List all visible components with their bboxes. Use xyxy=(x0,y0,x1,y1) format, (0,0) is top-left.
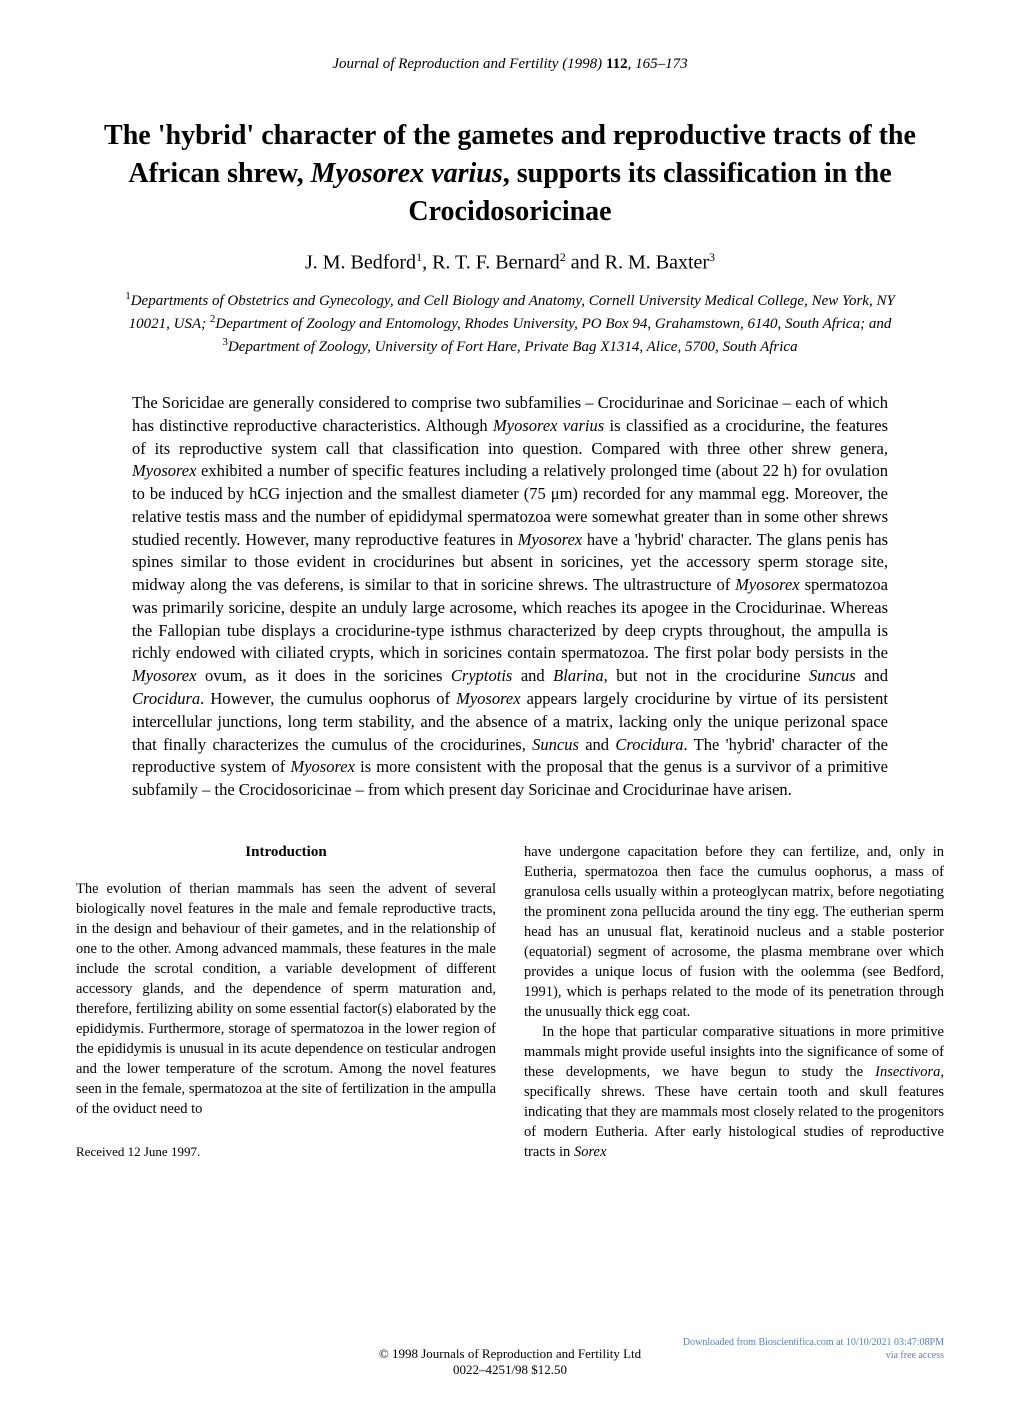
intro-paragraph-1: The evolution of therian mammals has see… xyxy=(76,879,496,1119)
abstract: The Soricidae are generally considered t… xyxy=(132,392,888,802)
journal-header: Journal of Reproduction and Fertility (1… xyxy=(76,56,944,73)
right-column: have undergone capacitation before they … xyxy=(524,842,944,1162)
aff-2: Department of Zoology and Entomology, Rh… xyxy=(215,316,891,332)
intro-paragraph-3: In the hope that particular comparative … xyxy=(524,1022,944,1162)
aff-3: Department of Zoology, University of For… xyxy=(228,339,798,355)
intro-paragraph-2: have undergone capacitation before they … xyxy=(524,842,944,1022)
affiliations: 1Departments of Obstetrics and Gynecolog… xyxy=(106,289,914,358)
page-footer: © 1998 Journals of Reproduction and Fert… xyxy=(0,1346,1020,1378)
received-date: Received 12 June 1997. xyxy=(76,1143,496,1161)
author-sep2: and xyxy=(566,252,605,274)
author-sep1: , xyxy=(422,252,432,274)
authors: J. M. Bedford1, R. T. F. Bernard2 and R.… xyxy=(76,250,944,275)
journal-pages: 165–173 xyxy=(635,56,688,72)
body-columns: Introduction The evolution of therian ma… xyxy=(76,842,944,1162)
left-column: Introduction The evolution of therian ma… xyxy=(76,842,496,1162)
title-species: Myosorex varius xyxy=(311,158,503,189)
author-2: R. T. F. Bernard xyxy=(432,252,560,274)
copyright-line: © 1998 Journals of Reproduction and Fert… xyxy=(0,1346,1020,1362)
author-1: J. M. Bedford xyxy=(305,252,416,274)
journal-comma: , xyxy=(628,56,636,72)
issn-line: 0022–4251/98 $12.50 xyxy=(0,1362,1020,1378)
journal-name: Journal of Reproduction and Fertility xyxy=(332,56,558,72)
journal-year: (1998) xyxy=(562,56,602,72)
author-3-sup: 3 xyxy=(709,250,715,264)
author-3: R. M. Baxter xyxy=(605,252,709,274)
introduction-heading: Introduction xyxy=(76,842,496,863)
article-title: The 'hybrid' character of the gametes an… xyxy=(96,117,924,230)
journal-volume: 112 xyxy=(606,56,628,72)
